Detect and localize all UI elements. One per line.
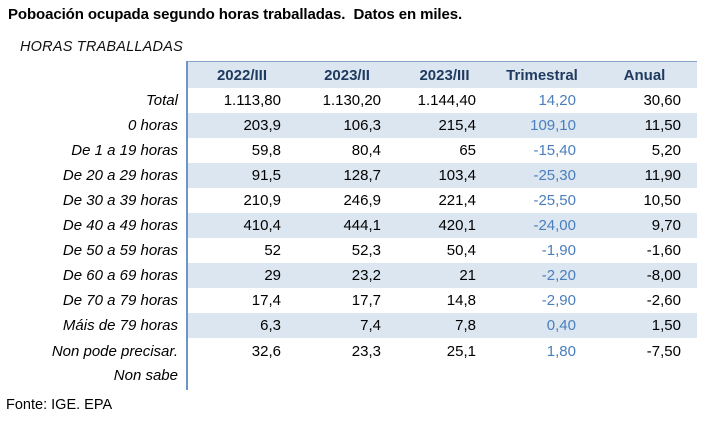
cell-2023-iii: 221,4 [438,192,476,209]
table-row: Máis de 79 horas 6,3 7,4 7,8 0,40 1,50 [0,313,697,338]
cell-2022-iii: 91,5 [187,163,297,188]
cell-trimestral: -25,50 [533,192,576,209]
cell-2022-iii: 52 [264,242,281,259]
cell-2022-iii: 17,4 [251,292,281,309]
row-label: De 60 a 69 horas [62,266,178,284]
table-row: 0 horas 203,9 106,3 215,4 109,10 11,50 [0,113,697,138]
cell-anual: 9,70 [592,213,697,238]
column-header-2023-ii: 2023/II [324,66,370,84]
cell-anual: 10,50 [643,192,681,209]
cell-2023-iii: 215,4 [397,113,492,138]
table-left-border-line [186,61,188,390]
cell-trimestral: -1,90 [541,242,576,259]
cell-2023-iii: 103,4 [397,163,492,188]
table-row: Total 1.113,80 1.130,20 1.144,40 14,20 30,60 [0,88,697,113]
table-row: Non pode precisar. Non sabe 32,6 23,3 25,1 1… [0,338,697,389]
row-label: De 70 a 79 horas [62,291,178,309]
cell-2023-ii: 106,3 [297,113,397,138]
table-row: De 20 a 29 horas 91,5 128,7 103,4 -25,30 11,9… [0,163,697,188]
page-title: Poboación ocupada segundo horas traballa… [8,6,463,23]
cell-2022-iii: 32,6 [251,343,281,360]
cell-anual: -8,00 [592,263,697,288]
cell-anual: -7,50 [646,343,681,360]
cell-trimestral: 1,80 [546,343,576,360]
cell-anual: 1,50 [592,313,697,338]
column-header-anual: Anual [623,66,666,84]
cell-2023-iii: 14,8 [446,292,476,309]
cell-2023-iii: 7,8 [397,313,492,338]
cell-trimestral: -24,00 [492,213,592,238]
row-label: De 50 a 59 horas [62,241,178,259]
table-row: De 70 a 79 horas 17,4 17,7 14,8 -2,90 -2,60 [0,288,697,313]
cell-2022-iii: 410,4 [187,213,297,238]
cell-2023-iii: 420,1 [397,213,492,238]
table-caption: HORAS TRABALLADAS [20,39,183,55]
row-label: De 1 a 19 horas [71,141,178,159]
row-label: Máis de 79 horas [62,316,178,334]
cell-trimestral: -2,90 [541,292,576,309]
table-header-row: 2022/III 2023/II 2023/III Trimestral Anu… [187,61,697,88]
cell-2023-iii: 25,1 [446,343,476,360]
cell-anual: 11,90 [592,163,697,188]
table-row: De 30 a 39 horas 210,9 246,9 221,4 -25,50 10,… [0,188,697,213]
row-label: Total [146,91,178,109]
cell-2023-ii: 23,3 [351,343,381,360]
cell-trimestral: -2,20 [492,263,592,288]
cell-anual: -1,60 [646,242,681,259]
source-note: Fonte: IGE. EPA [6,397,113,413]
table-row: De 60 a 69 horas 29 23,2 21 -2,20 -8,00 [0,263,697,288]
row-label: 0 horas [127,116,178,134]
cell-trimestral: 14,20 [538,92,576,109]
cell-2023-ii: 52,3 [351,242,381,259]
table-body: Total 1.113,80 1.130,20 1.144,40 14,20 30,60 0… [0,88,697,389]
cell-2023-iii: 65 [459,142,476,159]
cell-anual: -2,60 [646,292,681,309]
cell-anual: 30,60 [643,92,681,109]
cell-2023-ii: 1.130,20 [322,92,381,109]
cell-2022-iii: 1.113,80 [223,92,281,109]
row-label: De 40 a 49 horas [62,216,178,234]
cell-2023-iii: 50,4 [446,242,476,259]
cell-anual: 5,20 [651,142,681,159]
cell-trimestral: -15,40 [533,142,576,159]
cell-trimestral: 109,10 [492,113,592,138]
cell-2023-ii: 246,9 [343,192,381,209]
table-row: De 50 a 59 horas 52 52,3 50,4 -1,90 -1,60 [0,238,697,263]
column-header-2023-iii: 2023/III [419,66,470,84]
cell-2022-iii: 210,9 [243,192,281,209]
cell-2023-iii: 1.144,40 [417,92,476,109]
cell-2023-iii: 21 [397,263,492,288]
cell-2023-ii: 80,4 [351,142,381,159]
table-row: De 1 a 19 horas 59,8 80,4 65 -15,40 5,20 [0,138,697,163]
row-label: De 20 a 29 horas [62,166,178,184]
cell-anual: 11,50 [592,113,697,138]
cell-2023-ii: 17,7 [351,292,381,309]
cell-2023-ii: 128,7 [297,163,397,188]
cell-2023-ii: 444,1 [297,213,397,238]
cell-2022-iii: 203,9 [187,113,297,138]
column-header-2022-iii: 2022/III [216,66,268,84]
table-row: De 40 a 49 horas 410,4 444,1 420,1 -24,00 9,7… [0,213,697,238]
column-header-trimestral: Trimestral [506,66,578,84]
row-label: De 30 a 39 horas [62,191,178,209]
cell-2023-ii: 23,2 [297,263,397,288]
cell-2022-iii: 59,8 [251,142,281,159]
cell-trimestral: 0,40 [492,313,592,338]
cell-2022-iii: 29 [187,263,297,288]
cell-2023-ii: 7,4 [297,313,397,338]
cell-trimestral: -25,30 [492,163,592,188]
row-label: Non pode precisar. Non sabe [51,343,178,384]
cell-2022-iii: 6,3 [187,313,297,338]
hours-worked-table: 2022/III 2023/II 2023/III Trimestral Anu… [0,61,697,389]
